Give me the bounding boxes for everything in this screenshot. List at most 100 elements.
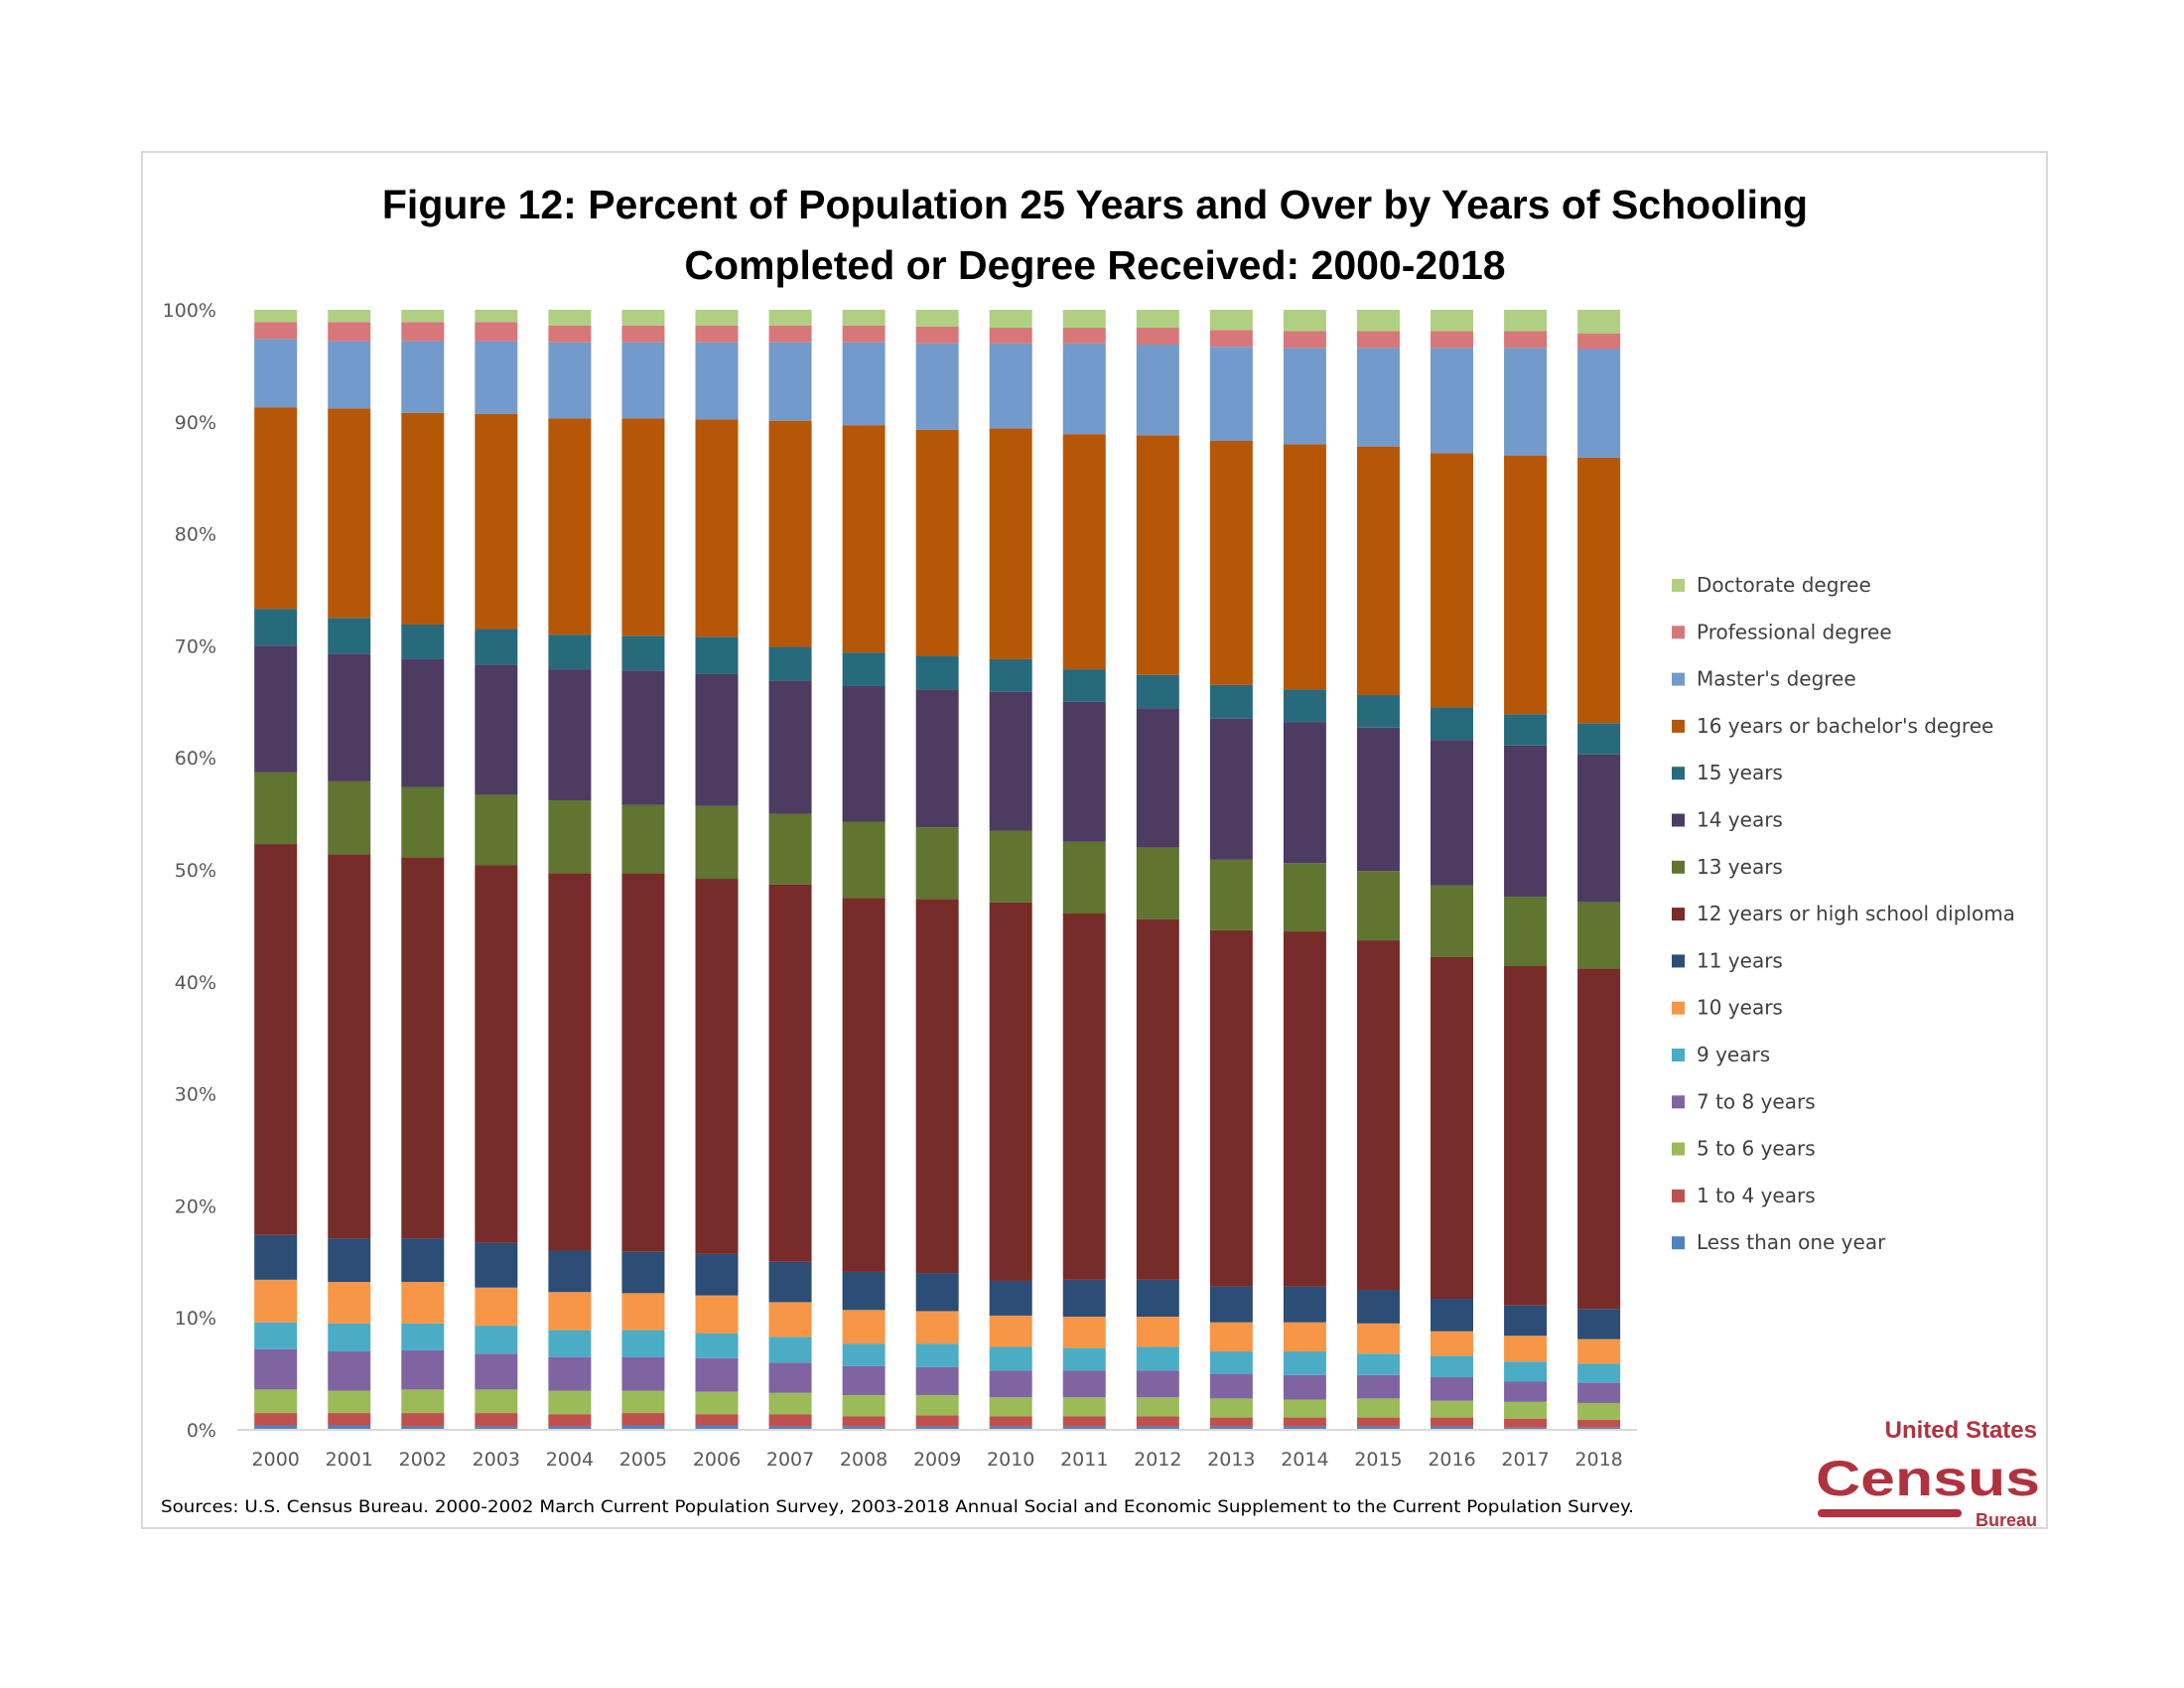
bar-segment	[915, 1366, 959, 1396]
legend-label: 9 years	[1697, 1043, 1770, 1066]
bar-segment	[1577, 333, 1621, 350]
bar-segment	[989, 1346, 1032, 1371]
bar-segment	[1136, 1416, 1179, 1427]
legend-item: 13 years	[1672, 855, 1783, 879]
bar-segment	[1504, 1401, 1548, 1419]
bar-segment	[1577, 310, 1621, 334]
bar-segment	[548, 873, 592, 1251]
bar-segment	[621, 635, 665, 671]
legend-swatch	[1672, 579, 1685, 592]
bar-segment	[1504, 310, 1548, 332]
x-tick-label: 2013	[1207, 1449, 1255, 1471]
bar-segment	[254, 322, 298, 340]
bar-segment	[254, 1413, 298, 1426]
bar-segment	[328, 618, 371, 654]
bar-segment	[1577, 1427, 1621, 1430]
bar-segment	[1062, 1426, 1106, 1430]
bar-segment	[842, 425, 886, 653]
bar-segment	[475, 1389, 518, 1414]
bar-segment	[1356, 1398, 1400, 1418]
bar-segment	[842, 1271, 886, 1311]
bar-segment	[695, 673, 739, 806]
bar-segment	[842, 686, 886, 822]
bar-segment	[1504, 897, 1548, 967]
bar-segment	[1431, 740, 1473, 886]
bar-segment	[1209, 1286, 1253, 1323]
bar-segment	[915, 343, 959, 430]
bar-stack-2007	[768, 310, 812, 1430]
bar-segment	[915, 429, 959, 656]
bar-segment	[1136, 1317, 1179, 1347]
bar-segment	[915, 1395, 959, 1416]
bar-segment	[1356, 871, 1400, 941]
chart-title-line1: Figure 12: Percent of Population 25 Year…	[382, 182, 1808, 227]
bar-segment	[1136, 918, 1179, 1280]
bar-segment	[1062, 913, 1106, 1280]
bar-segment	[328, 653, 371, 781]
bar-segment	[621, 1390, 665, 1414]
bar-segment	[768, 310, 812, 326]
bar-segment	[254, 1348, 298, 1390]
chart-title-line2: Completed or Degree Received: 2000-2018	[684, 242, 1505, 288]
bar-segment	[1136, 328, 1179, 345]
legend-item: 15 years	[1672, 761, 1783, 784]
bar-segment	[1283, 1322, 1326, 1352]
y-tick-label: 10%	[175, 1308, 216, 1330]
bar-segment	[328, 1390, 371, 1414]
legend-item: 16 years or bachelor's degree	[1672, 714, 1993, 738]
legend-swatch	[1672, 908, 1685, 921]
bar-segment	[1356, 1353, 1400, 1375]
bar-segment	[475, 1287, 518, 1327]
bar-segment	[254, 407, 298, 610]
bar-segment	[1062, 343, 1106, 435]
legend-label: 12 years or high school diploma	[1697, 902, 2015, 925]
bar-segment	[1356, 1290, 1400, 1324]
bar-segment	[328, 322, 371, 342]
legend-swatch	[1672, 1049, 1685, 1061]
bar-segment	[1504, 348, 1548, 456]
bar-segment	[254, 772, 298, 845]
bar-segment	[842, 821, 886, 899]
bar-segment	[1062, 1317, 1106, 1348]
bar-segment	[1577, 1382, 1621, 1403]
bar-segment	[989, 328, 1032, 344]
x-tick-label: 2003	[473, 1449, 520, 1471]
bar-segment	[1136, 847, 1179, 919]
bar-segment	[1136, 310, 1179, 329]
bar-segment	[1577, 1338, 1621, 1364]
bar-segment	[548, 1356, 592, 1391]
bar-segment	[695, 1357, 739, 1392]
bar-segment	[989, 830, 1032, 903]
bar-segment	[1431, 1417, 1473, 1427]
bar-segment	[548, 800, 592, 874]
bar-segment	[1136, 1397, 1179, 1417]
bar-segment	[254, 609, 298, 646]
bar-segment	[1062, 1279, 1106, 1318]
bar-segment	[548, 310, 592, 326]
bar-segment	[842, 1395, 886, 1417]
bar-segment	[401, 412, 445, 625]
bar-segment	[1431, 956, 1473, 1300]
bar-segment	[1283, 1417, 1326, 1427]
bars	[254, 310, 1621, 1430]
legend-item: Doctorate degree	[1672, 573, 1871, 597]
bar-segment	[328, 1282, 371, 1324]
bar-segment	[1136, 1346, 1179, 1371]
bar-segment	[768, 1302, 812, 1337]
x-axis: 2000 2001 2002 2003 2004 2005 2006 2007 2008 2009…	[252, 1449, 1623, 1471]
bar-segment	[1062, 310, 1106, 329]
bar-segment	[475, 1242, 518, 1288]
bar-segment	[768, 813, 812, 885]
logo-line3: Bureau	[1976, 1510, 2037, 1530]
bar-segment	[548, 1390, 592, 1415]
legend-swatch	[1672, 1095, 1685, 1109]
bar-segment	[1577, 902, 1621, 969]
bar-segment	[621, 1330, 665, 1357]
bar-segment	[768, 1392, 812, 1415]
bar-segment	[1356, 1374, 1400, 1399]
logo-underline	[1818, 1509, 1962, 1517]
bar-segment	[1577, 1419, 1621, 1428]
bar-segment	[401, 1426, 445, 1430]
bar-segment	[695, 636, 739, 674]
bar-segment	[1209, 1398, 1253, 1418]
